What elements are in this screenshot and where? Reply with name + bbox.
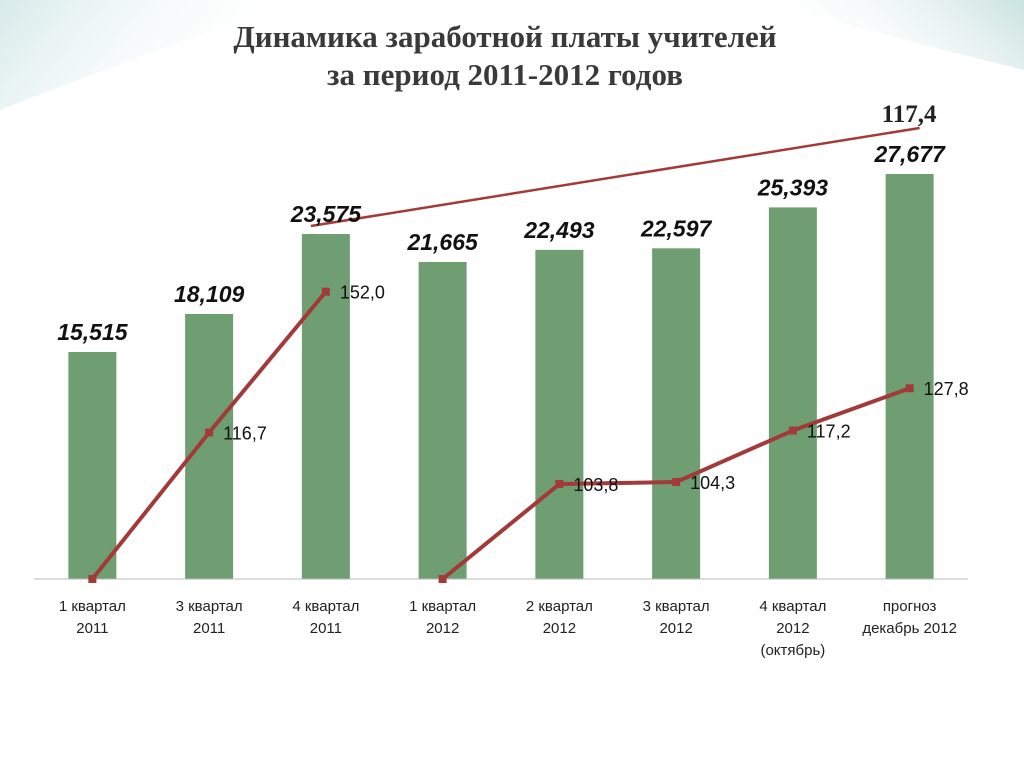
bar-value-label-2: 18,109 — [174, 281, 245, 307]
line-value-label-6: 104,3 — [690, 473, 735, 493]
category-label-7: 4 квартал 2012 (октябрь) — [759, 598, 826, 659]
bar-1 — [68, 351, 117, 579]
chart-title: Динамика заработной платы учителей за пе… — [0, 18, 1010, 94]
bar-value-label-7: 25,393 — [757, 174, 829, 200]
line-layer — [88, 287, 914, 583]
bar-label-layer: 15,515 18,109 23,575 21,665 22,493 22,597 25,3… — [57, 141, 946, 345]
chart-title-line-2: за период 2011-2012 годов — [327, 57, 683, 92]
trend-value-label: 117,4 — [882, 101, 937, 128]
line-point-8 — [905, 384, 914, 393]
chart-title-line-1: Динамика заработной платы учителей — [233, 19, 777, 54]
category-label-4: 1 квартал 2012 — [409, 598, 476, 637]
line-value-label-8: 127,8 — [924, 379, 969, 399]
bar-value-label-5: 22,493 — [523, 217, 595, 243]
category-label-3: 4 квартал 2011 — [292, 598, 359, 637]
bar-value-label-8: 27,677 — [873, 141, 946, 167]
trend-layer: 117,4 — [310, 101, 937, 228]
category-label-2: 3 квартал 2011 — [176, 598, 243, 637]
line-value-label-7: 117,2 — [807, 422, 851, 442]
line-point-2 — [205, 428, 214, 437]
line-point-6 — [672, 478, 681, 487]
category-label-8: прогноз декабрь 2012 — [862, 598, 957, 637]
line-value-label-2: 116,7 — [223, 424, 267, 444]
line-point-1 — [88, 575, 97, 583]
bar-2 — [185, 314, 234, 579]
background-decoration — [0, 0, 1024, 110]
category-label-1: 1 квартал 2011 — [59, 598, 126, 637]
bar-value-label-4: 21,665 — [406, 229, 479, 255]
line-point-7 — [788, 426, 797, 435]
bar-4 — [418, 261, 467, 579]
line-value-label-5: 103,8 — [573, 475, 618, 495]
line-point-4 — [438, 575, 447, 583]
line-label-layer: 116,7 152,0 103,8 104,3 117,2 127,8 — [223, 283, 969, 495]
bar-8 — [885, 173, 934, 580]
bar-6 — [652, 248, 701, 579]
bar-5 — [535, 249, 584, 580]
bar-value-label-6: 22,597 — [640, 215, 713, 241]
trend-line — [310, 126, 920, 228]
category-label-5: 2 квартал 2012 — [526, 598, 593, 637]
category-label-layer: 1 квартал 2011 3 квартал 2011 4 квартал 2011 1… — [59, 598, 957, 659]
bar-value-label-1: 15,515 — [57, 319, 129, 345]
category-label-6: 3 квартал 2012 — [643, 598, 710, 637]
line-point-5 — [555, 480, 564, 489]
bar-7 — [768, 207, 817, 579]
line-point-3 — [321, 287, 330, 296]
bars-layer — [68, 173, 934, 580]
bar-value-label-3: 23,575 — [290, 201, 363, 227]
line-value-label-3: 152,0 — [340, 283, 385, 303]
